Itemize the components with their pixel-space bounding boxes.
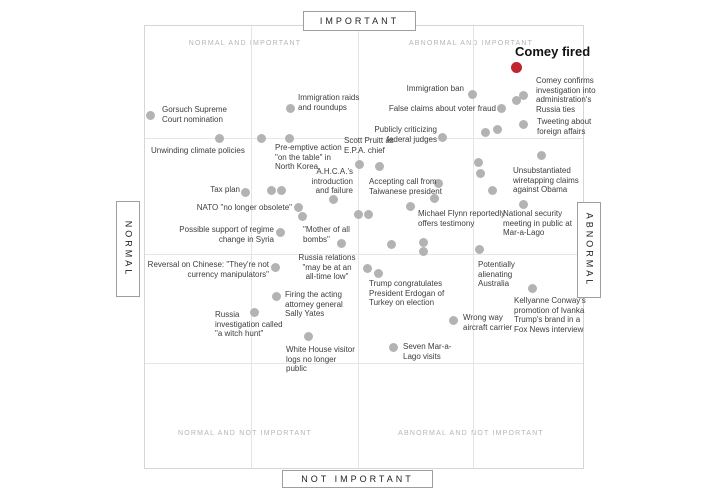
axis-label-normal-text: NORMAL — [123, 220, 134, 278]
event-dot-immigration-raids — [285, 103, 295, 113]
event-dot-unlabeled — [487, 185, 497, 195]
event-label-preemptive-north-korea: Pre-emptive action "on the table" in Nor… — [275, 143, 342, 171]
event-dot-regime-change-syria — [275, 227, 285, 237]
vertical-gridline — [358, 26, 359, 468]
quadrant-label-abnormal-important: ABNORMAL AND IMPORTANT — [408, 40, 534, 47]
event-label-unsubstantiated-wiretapping: Unsubstantiated wiretapping claims again… — [513, 166, 579, 194]
vertical-gridline — [473, 26, 474, 468]
event-dot-unlabeled — [480, 127, 490, 137]
event-dot-russia-relations-all-time-low — [362, 263, 372, 273]
event-dot-wrong-way-aircraft-carrier — [448, 315, 458, 325]
event-dot-unlabeled — [256, 133, 266, 143]
event-dot-unlabeled — [297, 211, 307, 221]
event-dot-kellyanne-conway-ivanka-brand — [527, 283, 537, 293]
event-label-ahca-introduction-failure: A.H.C.A.'s introduction and failure — [311, 167, 353, 195]
event-dot-nato-no-longer-obsolete — [293, 202, 303, 212]
event-dot-unlabeled — [266, 185, 276, 195]
axis-label-important-text: IMPORTANT — [319, 16, 400, 26]
event-label-comey-confirms-investigation: Comey confirms investigation into admini… — [536, 76, 596, 114]
event-label-seven-mar-a-lago-visits: Seven Mar-a- Lago visits — [403, 342, 452, 361]
event-label-kellyanne-conway-ivanka-brand: Kellyanne Conway's promotion of Ivanka T… — [514, 296, 586, 334]
event-label-national-security-mar-a-lago: National security meeting in public at M… — [503, 209, 572, 237]
event-label-accepting-call-taiwan: Accepting call from Taiwanese president — [369, 177, 442, 196]
event-label-mother-of-all-bombs: "Mother of all bombs" — [303, 225, 350, 244]
event-dot-unwinding-climate-policies — [214, 133, 224, 143]
event-dot-national-security-mar-a-lago — [518, 199, 528, 209]
event-dot-immigration-ban — [467, 89, 477, 99]
event-label-regime-change-syria: Possible support of regime change in Syr… — [179, 225, 274, 244]
event-dot-comey-fired — [510, 61, 522, 73]
event-dot-unlabeled — [418, 246, 428, 256]
event-dot-unlabeled — [475, 168, 485, 178]
event-dot-firing-sally-yates — [271, 291, 281, 301]
event-label-immigration-raids: Immigration raids and roundups — [298, 93, 360, 112]
event-dot-preemptive-north-korea — [284, 133, 294, 143]
event-dot-unlabeled — [386, 239, 396, 249]
event-dot-russia-investigation-witch-hunt — [249, 307, 259, 317]
event-dot-ahca-introduction-failure — [328, 194, 338, 204]
event-label-tweeting-foreign-affairs: Tweeting about foreign affairs — [537, 117, 592, 136]
quadrant-label-abnormal-not-important: ABNORMAL AND NOT IMPORTANT — [398, 430, 544, 437]
event-label-false-claims-voter-fraud: False claims about voter fraud — [388, 104, 496, 113]
event-dot-unlabeled — [492, 124, 502, 134]
event-label-trump-congratulates-erdogan: Trump congratulates President Erdogan of… — [369, 279, 445, 307]
event-dot-comey-confirms-investigation — [518, 90, 528, 100]
event-dot-white-house-visitor-logs — [303, 331, 313, 341]
event-dot-unlabeled — [511, 95, 521, 105]
event-dot-scott-pruitt-epa — [354, 159, 364, 169]
event-dot-unlabeled — [473, 157, 483, 167]
event-dot-publicly-criticizing-judges — [437, 132, 447, 142]
event-dot-tax-plan — [240, 187, 250, 197]
axis-label-not-important: NOT IMPORTANT — [282, 470, 433, 488]
event-dot-unlabeled — [374, 161, 384, 171]
event-label-reversal-chinese-currency: Reversal on Chinese: "They're not curren… — [147, 260, 269, 279]
event-label-russia-investigation-witch-hunt: Russia investigation called "a witch hun… — [215, 310, 283, 338]
event-dot-unlabeled — [353, 209, 363, 219]
event-dot-potentially-alienating-australia — [474, 244, 484, 254]
event-dot-false-claims-voter-fraud — [496, 103, 506, 113]
plot-area: NORMAL AND IMPORTANT ABNORMAL AND IMPORT… — [144, 25, 596, 469]
event-label-immigration-ban: Immigration ban — [406, 84, 464, 93]
event-dot-michael-flynn-testimony — [405, 201, 415, 211]
horizontal-gridline — [145, 138, 583, 139]
event-dot-unlabeled — [418, 237, 428, 247]
event-label-unwinding-climate-policies: Unwinding climate policies — [151, 146, 245, 155]
event-label-wrong-way-aircraft-carrier: Wrong way aircraft carrier — [463, 313, 513, 332]
event-dot-tweeting-foreign-affairs — [518, 119, 528, 129]
event-label-russia-relations-all-time-low: Russia relations "may be at an all-time … — [298, 253, 356, 281]
axis-label-abnormal-text: ABNORMAL — [584, 212, 595, 288]
axis-label-not-important-text: NOT IMPORTANT — [301, 474, 414, 484]
axis-label-abnormal: ABNORMAL — [577, 202, 601, 298]
event-label-potentially-alienating-australia: Potentially alienating Australia — [478, 260, 515, 288]
event-dot-unsubstantiated-wiretapping — [536, 150, 546, 160]
horizontal-gridline — [145, 254, 583, 255]
quadrant-label-normal-not-important: NORMAL AND NOT IMPORTANT — [178, 430, 312, 437]
event-label-tax-plan: Tax plan — [210, 185, 240, 194]
event-dot-unlabeled — [429, 193, 439, 203]
event-label-michael-flynn-testimony: Michael Flynn reportedly offers testimon… — [418, 209, 506, 228]
event-dot-accepting-call-taiwan — [433, 178, 443, 188]
axis-label-important: IMPORTANT — [303, 11, 416, 31]
event-label-firing-sally-yates: Firing the acting attorney general Sally… — [285, 290, 343, 318]
quadrant-label-normal-important: NORMAL AND IMPORTANT — [188, 40, 302, 47]
event-dot-unlabeled — [363, 209, 373, 219]
event-label-nato-no-longer-obsolete: NATO "no longer obsolete" — [196, 203, 292, 212]
event-label-publicly-criticizing-judges: Publicly criticizing federal judges — [374, 125, 437, 144]
axis-label-normal: NORMAL — [116, 201, 140, 297]
event-dot-trump-congratulates-erdogan — [373, 268, 383, 278]
event-label-white-house-visitor-logs: White House visitor logs no longer publi… — [286, 345, 355, 373]
vertical-gridline — [251, 26, 252, 468]
event-label-gorsuch-nomination: Gorsuch Supreme Court nomination — [162, 105, 227, 124]
event-label-comey-fired: Comey fired — [515, 44, 591, 59]
event-dot-unlabeled — [276, 185, 286, 195]
event-dot-gorsuch-nomination — [145, 110, 155, 120]
event-label-scott-pruitt-epa: Scott Pruitt as E.P.A. chief — [344, 136, 394, 155]
horizontal-gridline — [145, 363, 583, 364]
event-dot-mother-of-all-bombs — [336, 238, 346, 248]
event-dot-reversal-chinese-currency — [270, 262, 280, 272]
event-dot-seven-mar-a-lago-visits — [388, 342, 398, 352]
